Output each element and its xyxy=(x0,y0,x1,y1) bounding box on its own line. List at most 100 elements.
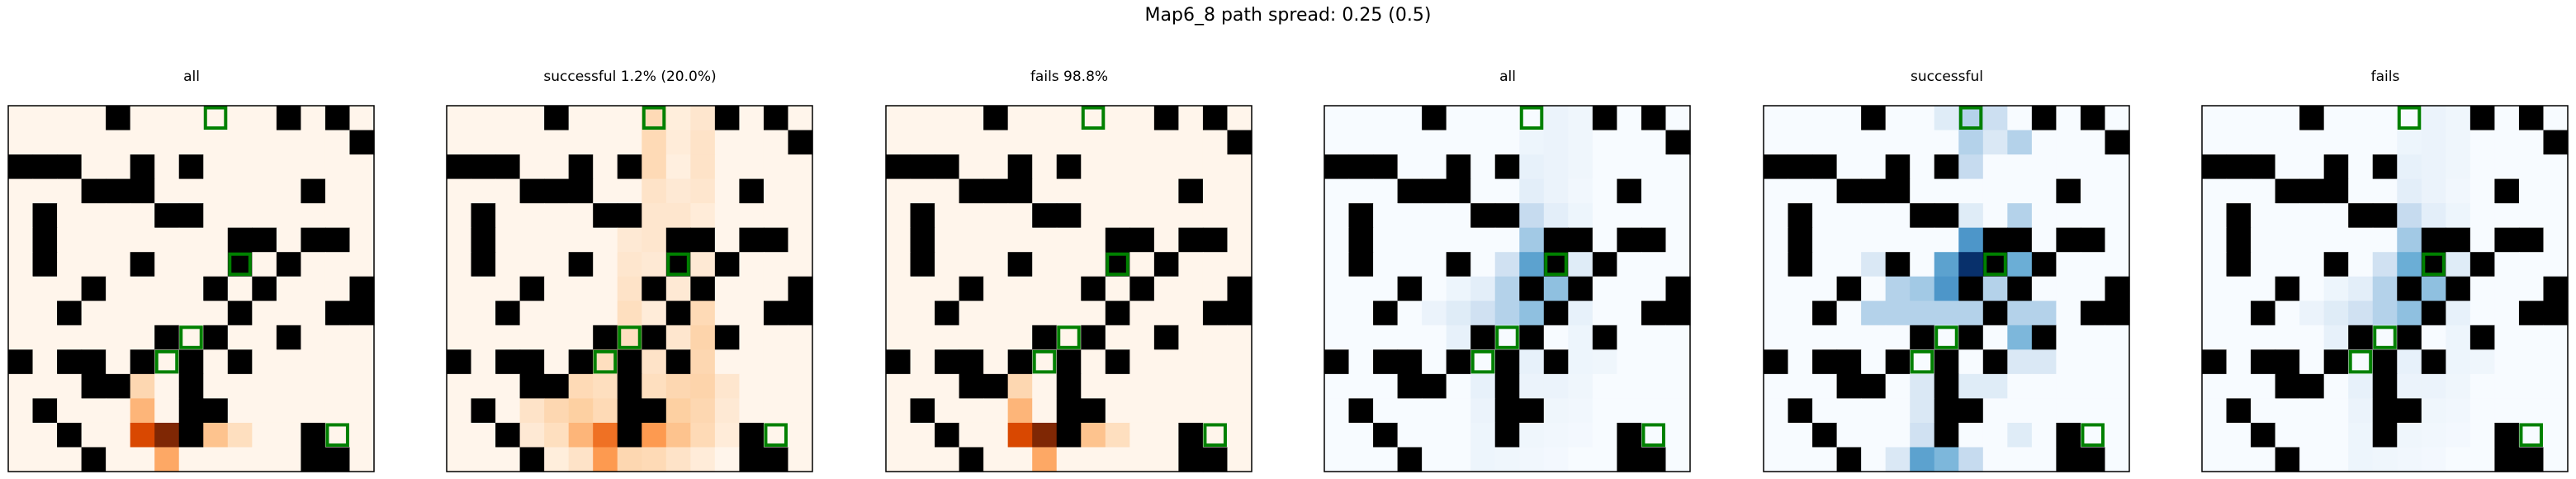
heatmap-cell xyxy=(2056,349,2081,375)
wall-cell xyxy=(519,178,545,204)
heatmap-cell xyxy=(1568,106,1593,131)
wall-cell xyxy=(642,398,667,424)
heatmap-cell xyxy=(2323,398,2349,424)
heatmap-cell xyxy=(2469,154,2495,180)
heatmap-cell xyxy=(2372,227,2398,253)
heatmap-cell xyxy=(1836,398,1862,424)
heatmap-cell xyxy=(1422,130,1447,155)
heatmap-cell xyxy=(1129,373,1155,399)
panel-title: fails 98.8% xyxy=(1030,69,1108,85)
heatmap-cell xyxy=(8,252,34,277)
heatmap-cell xyxy=(57,106,83,131)
heatmap-cell xyxy=(227,325,253,350)
heatmap-cell xyxy=(301,398,326,424)
heatmap-cell xyxy=(2323,227,2349,253)
wall-cell xyxy=(1885,252,1911,277)
heatmap-cell xyxy=(447,301,472,326)
heatmap-cell xyxy=(2494,154,2520,180)
heatmap-cell xyxy=(154,130,180,155)
heatmap-cell xyxy=(1081,252,1106,277)
heatmap-cell xyxy=(519,422,545,448)
heatmap-cell xyxy=(1324,447,1350,472)
heatmap-cell xyxy=(2080,130,2106,155)
heatmap-cell xyxy=(2518,130,2545,155)
heatmap-cell xyxy=(1982,398,2008,424)
heatmap-cell xyxy=(1982,325,2008,350)
heatmap-cell xyxy=(2080,252,2106,277)
heatmap-cell xyxy=(8,106,34,131)
heatmap-cell xyxy=(2397,130,2422,155)
wall-cell xyxy=(32,398,58,424)
heatmap-cell xyxy=(2518,349,2545,375)
heatmap-cell xyxy=(1665,178,1691,204)
wall-cell xyxy=(1665,276,1691,301)
heatmap-cell xyxy=(1568,203,1593,229)
heatmap-cell xyxy=(2421,130,2446,155)
highlight-cell xyxy=(1106,252,1129,277)
panel-frame xyxy=(1324,105,1691,472)
heatmap-cell xyxy=(1397,422,1423,448)
heatmap-cell xyxy=(1446,276,1471,301)
wall-cell xyxy=(959,349,984,375)
heatmap-cell xyxy=(2397,373,2422,399)
heatmap-cell xyxy=(203,422,229,448)
heatmap-cell xyxy=(2348,227,2374,253)
wall-cell xyxy=(1129,227,1155,253)
heatmap-cell xyxy=(1861,130,1887,155)
highlight-cell xyxy=(618,325,642,349)
heatmap-cell xyxy=(324,398,351,424)
heatmap-cell xyxy=(642,203,667,229)
heatmap-cell xyxy=(519,398,545,424)
heatmap-cell xyxy=(690,252,716,277)
heatmap-cell xyxy=(1178,252,1204,277)
heatmap-cell xyxy=(252,106,277,131)
heatmap-cell xyxy=(2543,178,2569,204)
heatmap-cell xyxy=(1373,227,1399,253)
heatmap-cell xyxy=(1202,325,1229,350)
heatmap-cell xyxy=(1470,301,1496,326)
heatmap-cell xyxy=(763,178,789,204)
heatmap-cell xyxy=(2080,325,2106,350)
heatmap-cell xyxy=(2543,373,2569,399)
heatmap-cell xyxy=(1178,130,1204,155)
wall-cell xyxy=(2105,276,2130,301)
heatmap-cell xyxy=(1105,178,1130,204)
heatmap-cell xyxy=(106,154,131,180)
highlight-cell xyxy=(1934,325,1958,349)
heatmap-cell xyxy=(690,325,716,350)
heatmap-cell xyxy=(252,447,277,472)
wall-cell xyxy=(1934,398,1959,424)
wall-cell xyxy=(1056,373,1082,399)
wall-cell xyxy=(178,373,204,399)
wall-cell xyxy=(2056,422,2081,448)
heatmap-cell xyxy=(886,301,912,326)
heatmap-cell xyxy=(1470,178,1496,204)
heatmap-cell xyxy=(227,130,253,155)
heatmap-cell xyxy=(2446,178,2471,204)
wall-cell xyxy=(2080,447,2106,472)
heatmap-cell xyxy=(1373,398,1399,424)
heatmap-cell xyxy=(1764,301,1789,326)
heatmap-cell xyxy=(2105,422,2130,448)
heatmap-cell xyxy=(1958,203,1984,229)
wall-cell xyxy=(910,227,935,253)
heatmap-cell xyxy=(983,422,1009,448)
heatmap-cell xyxy=(1934,130,1959,155)
heatmap-cell xyxy=(642,154,667,180)
heatmap-cell xyxy=(1129,422,1155,448)
heatmap-cell xyxy=(8,398,34,424)
heatmap-cell xyxy=(593,447,618,472)
heatmap-cell xyxy=(227,373,253,399)
heatmap-cell xyxy=(1812,178,1838,204)
heatmap-cell xyxy=(519,301,545,326)
wall-cell xyxy=(739,178,765,204)
panel-title: fails xyxy=(2371,69,2400,85)
heatmap-cell xyxy=(2543,447,2569,472)
wall-cell xyxy=(495,154,521,180)
wall-cell xyxy=(1910,325,1935,350)
wall-cell xyxy=(690,227,716,253)
wall-cell xyxy=(1446,349,1471,375)
heatmap-cell xyxy=(2202,373,2228,399)
heatmap-cell xyxy=(57,447,83,472)
heatmap-cell xyxy=(1812,203,1838,229)
